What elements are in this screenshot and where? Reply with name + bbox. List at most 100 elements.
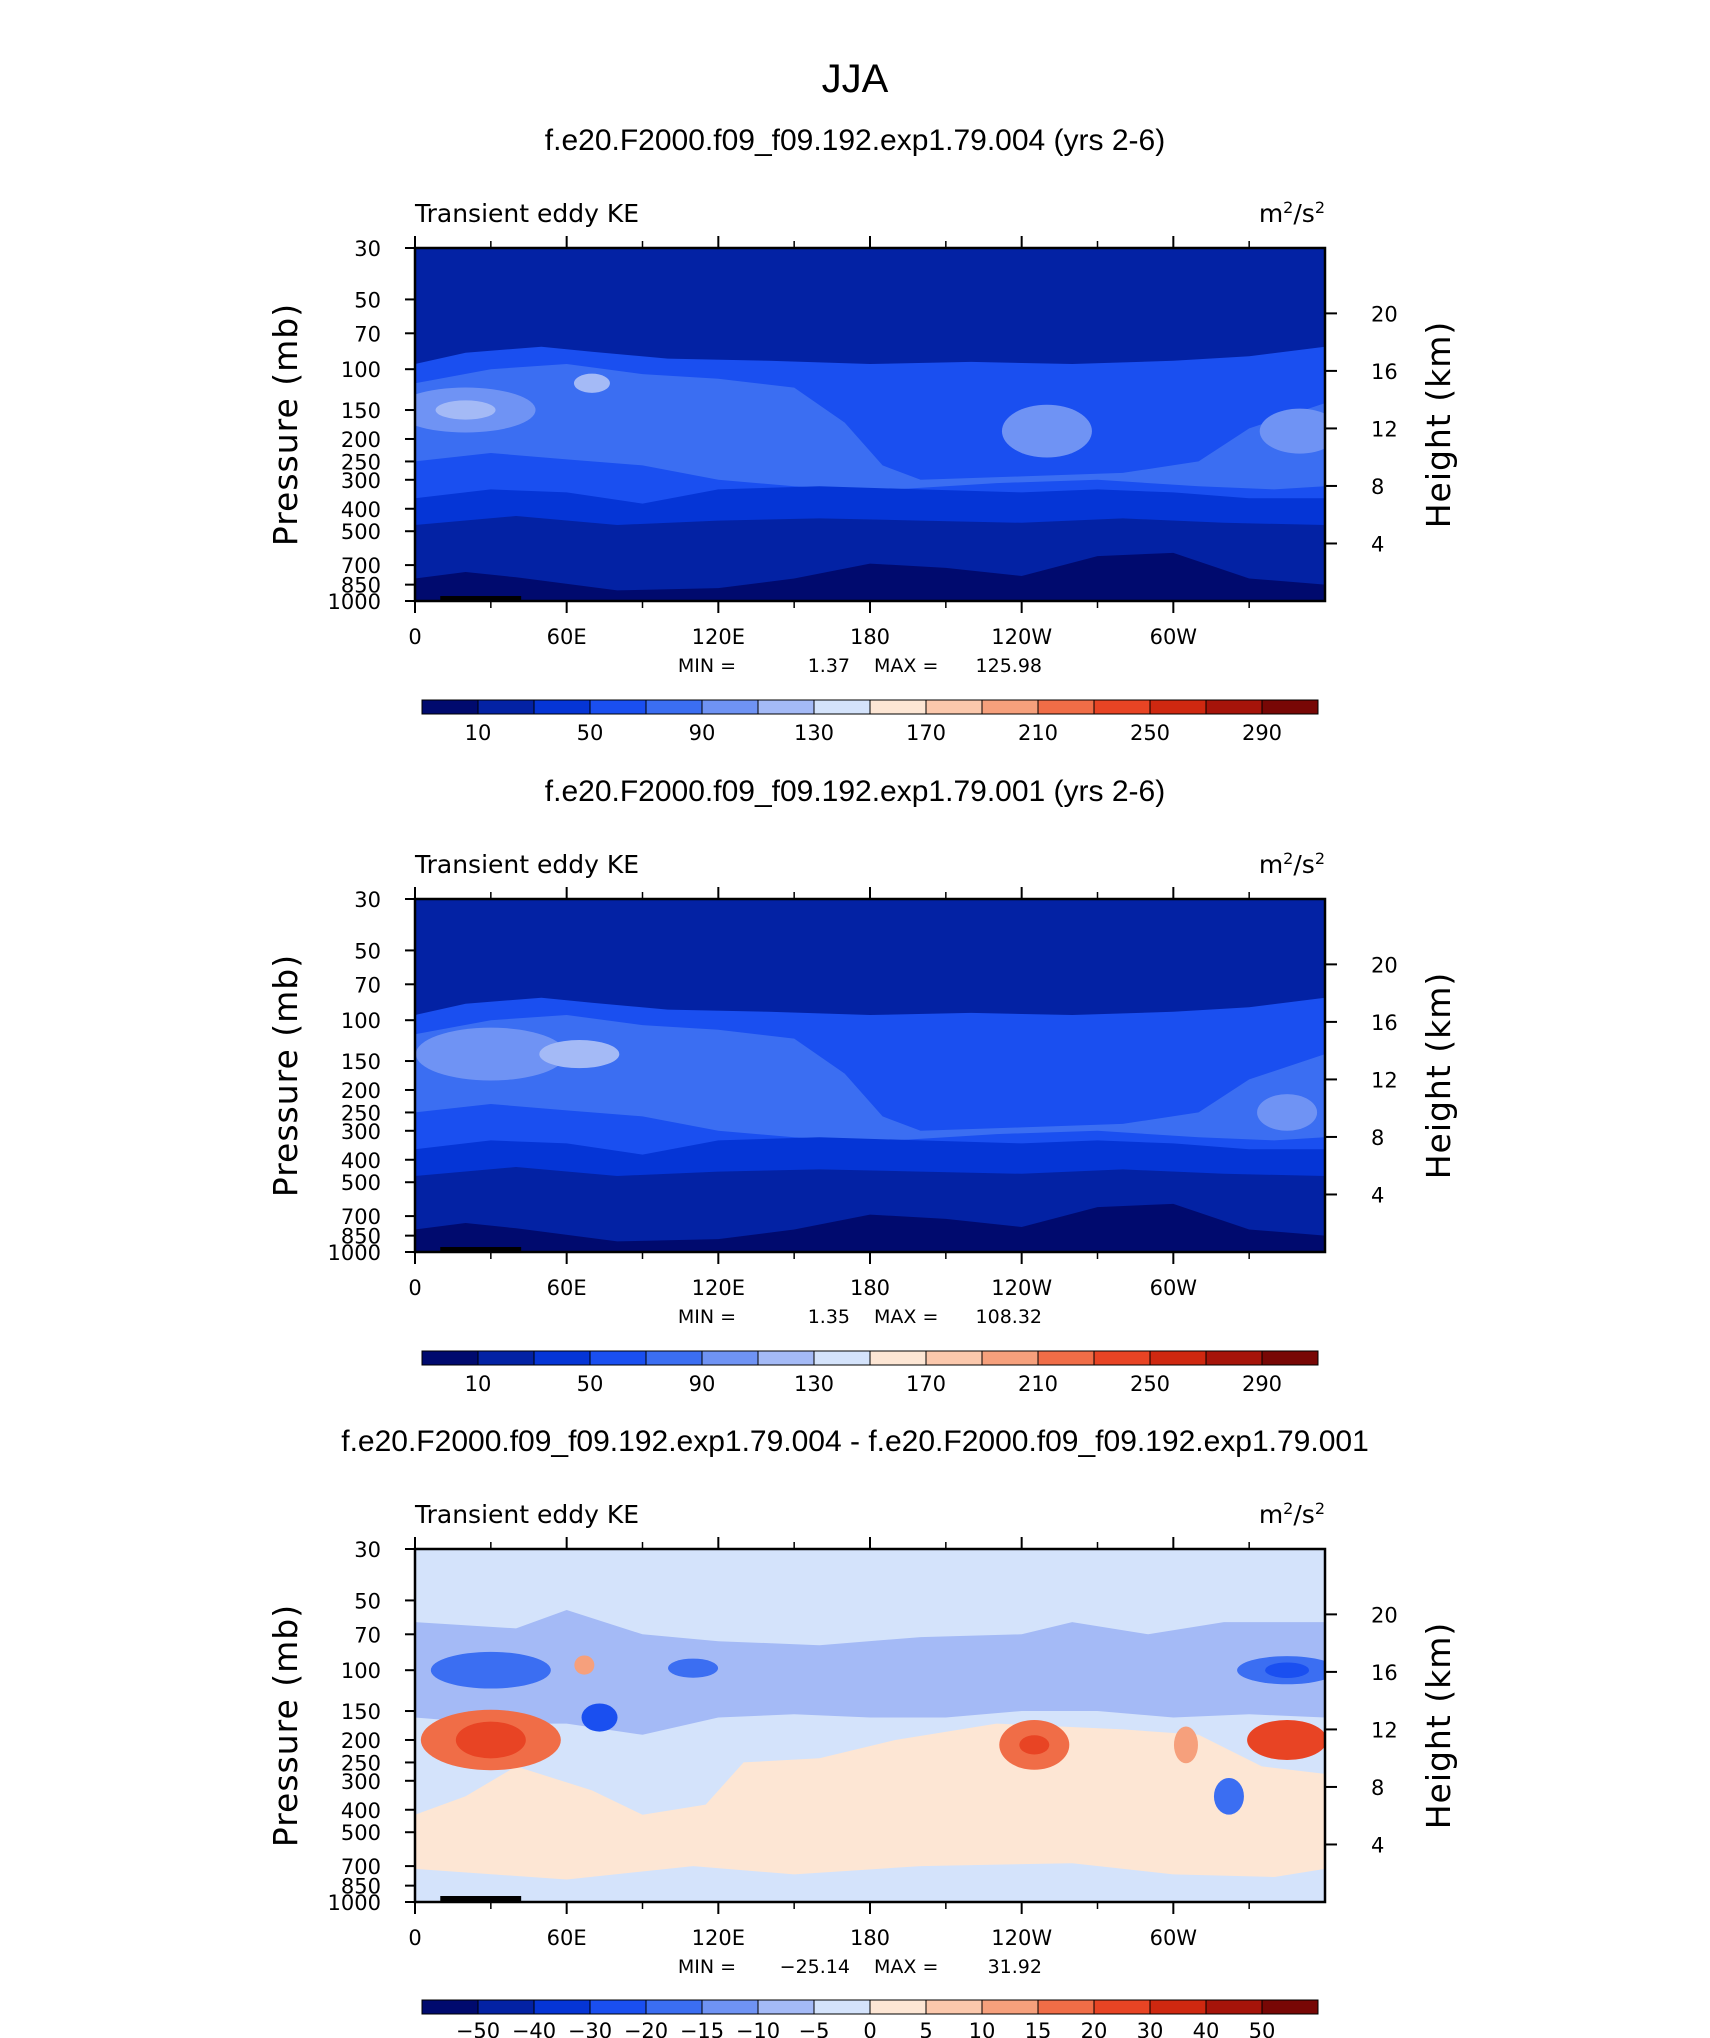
colorbar-box [1261,699,1319,715]
colorbar-box [701,699,759,715]
variable-label: Transient eddy KE [414,1500,639,1529]
colorbar-label: 20 [1081,2019,1108,2038]
colorbar-box [1037,1350,1095,1366]
y-tick-label: 50 [354,939,381,963]
field-blob [1173,1726,1198,1764]
colorbar-box [757,1999,815,2015]
colorbar-box [421,699,479,715]
field-blob [1247,1719,1325,1760]
y-tick-label: 100 [341,1659,381,1683]
y-tick-label: 50 [354,288,381,312]
units-label: m2/s2 [1259,849,1325,880]
colorbar-label: 250 [1130,721,1170,745]
colorbar-box [1093,1350,1151,1366]
y-tick-label: 700 [341,554,381,578]
y2-tick-label: 4 [1371,532,1384,556]
units-part: 2 [1283,1499,1293,1518]
y-tick-label: 250 [341,450,381,474]
panel-title: f.e20.F2000.f09_f09.192.exp1.79.004 - f.… [341,1425,1369,1458]
colorbar-box [1149,1350,1207,1366]
colorbar-label: −5 [799,2019,830,2038]
y-tick-label: 150 [341,1050,381,1074]
colorbar-label: 90 [689,1372,716,1396]
colorbar-label: 15 [1025,2019,1052,2038]
y-tick-label: 200 [341,1079,381,1103]
y-tick-label: 400 [341,1149,381,1173]
y-tick-label: 70 [354,322,381,346]
colorbar-box [701,1999,759,2015]
colorbar-box [421,1350,479,1366]
x-tick-label: 60E [547,1276,587,1300]
max-label: MAX = [874,1306,938,1328]
field-band [415,1203,1325,1252]
field-blob [1019,1735,1050,1755]
colorbar-box [1093,699,1151,715]
units-part: 2 [1315,849,1325,868]
units-part: /s [1293,850,1314,879]
x-tick-label: 60E [547,625,587,649]
colorbar-box [645,1999,703,2015]
units-part: 2 [1283,198,1293,217]
y-tick-label: 100 [341,1009,381,1033]
y2-tick-label: 16 [1371,1661,1398,1685]
colorbar-label: 170 [906,721,946,745]
x-tick-label: 120E [692,1926,745,1950]
units-part: m [1259,850,1283,879]
colorbar-label: 5 [919,2019,932,2038]
x-tick-label: 120E [692,1276,745,1300]
y2-axis-title: Height (km) [1419,321,1458,529]
colorbar-box [477,699,535,715]
y2-tick-label: 12 [1371,1068,1398,1092]
field-blob [430,1651,551,1689]
y-tick-label: 700 [341,1855,381,1879]
colorbar-box [533,699,591,715]
y-tick-label: 250 [341,1751,381,1775]
x-tick-label: 60W [1150,1276,1198,1300]
y2-tick-label: 8 [1371,1776,1384,1800]
panel-title: f.e20.F2000.f09_f09.192.exp1.79.001 (yrs… [545,775,1165,808]
panels: f.e20.F2000.f09_f09.192.exp1.79.004 (yrs… [266,124,1458,2038]
max-value: 31.92 [988,1956,1042,1978]
variable-label: Transient eddy KE [414,850,639,879]
colorbar-box [1261,1350,1319,1366]
colorbar-label: −30 [568,2019,612,2038]
max-label: MAX = [874,655,938,677]
colorbar-box [757,699,815,715]
colorbar-box [869,699,927,715]
units-part: 2 [1315,198,1325,217]
colorbar-box [1205,1350,1263,1366]
contour-field [415,899,1325,1252]
units-label: m2/s2 [1259,1499,1325,1530]
x-tick-label: 120E [692,625,745,649]
colorbar-box [1205,699,1263,715]
topography [440,1247,522,1252]
y-tick-label: 30 [354,237,381,261]
field-blob [455,1721,526,1759]
x-tick-label: 60W [1150,625,1198,649]
field-blob [1257,1094,1318,1131]
y-tick-label: 500 [341,1171,381,1195]
colorbar-label: 250 [1130,1372,1170,1396]
colorbar-box [477,1999,535,2015]
units-part: /s [1293,1500,1314,1529]
units-part: m [1259,1500,1283,1529]
field-blob [1001,404,1092,458]
x-tick-label: 120W [991,625,1052,649]
colorbar-box [645,1350,703,1366]
colorbar-label: 10 [969,2019,996,2038]
colorbar-label: 50 [577,721,604,745]
colorbar-box [421,1999,479,2015]
colorbar-box [813,1350,871,1366]
colorbar-box [1093,1999,1151,2015]
colorbar-box [533,1999,591,2015]
min-value: 1.37 [808,655,850,677]
y-tick-label: 700 [341,1205,381,1229]
y2-axis-title: Height (km) [1419,972,1458,1180]
colorbar-box [645,699,703,715]
panel-1: f.e20.F2000.f09_f09.192.exp1.79.004 (yrs… [266,124,1458,745]
colorbar-box [1149,699,1207,715]
field-band [415,1723,1325,1902]
colorbar-box [701,1350,759,1366]
colorbar-box [1205,1999,1263,2015]
